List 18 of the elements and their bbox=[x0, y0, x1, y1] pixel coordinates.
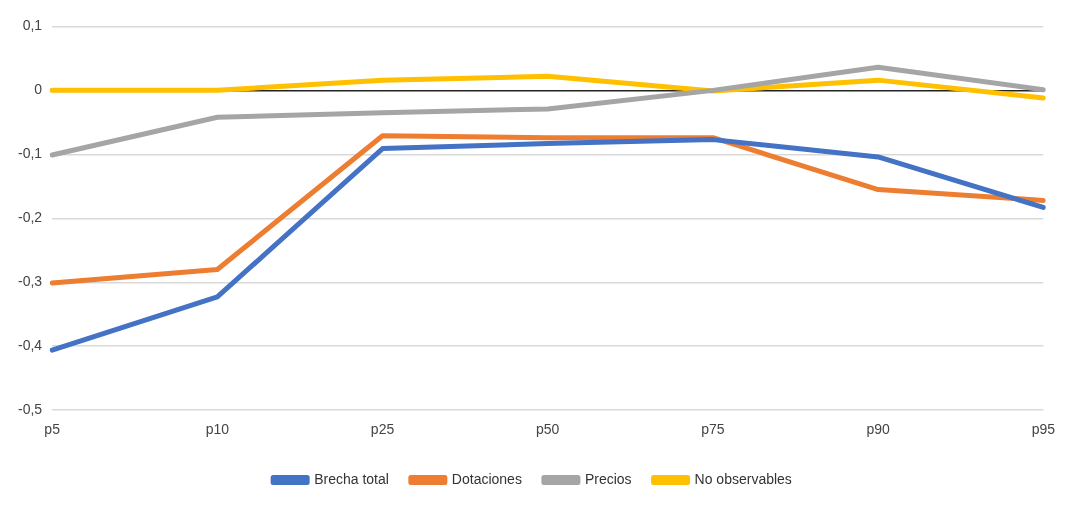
y-tick-label: -0,2 bbox=[18, 209, 43, 226]
legend-label: Dotaciones bbox=[451, 470, 522, 487]
y-tick-label: -0,3 bbox=[18, 273, 43, 290]
y-tick-label: -0,4 bbox=[18, 337, 43, 354]
y-tick-label: 0,1 bbox=[22, 17, 43, 34]
x-tick-label: p25 bbox=[370, 421, 395, 438]
legend-label: No observables bbox=[694, 470, 792, 487]
legend-label: Brecha total bbox=[314, 470, 389, 487]
x-tick-label: p5 bbox=[44, 421, 61, 438]
x-tick-label: p75 bbox=[701, 421, 725, 438]
x-tick-label: p50 bbox=[536, 421, 560, 438]
x-tick-label: p90 bbox=[866, 421, 891, 438]
legend-label: Precios bbox=[584, 470, 632, 487]
y-tick-label: -0,5 bbox=[18, 401, 43, 418]
y-tick-label: 0 bbox=[34, 81, 43, 98]
y-tick-label: -0,1 bbox=[18, 145, 43, 162]
x-tick-label: p95 bbox=[1031, 421, 1056, 438]
x-tick-label: p10 bbox=[205, 421, 230, 438]
